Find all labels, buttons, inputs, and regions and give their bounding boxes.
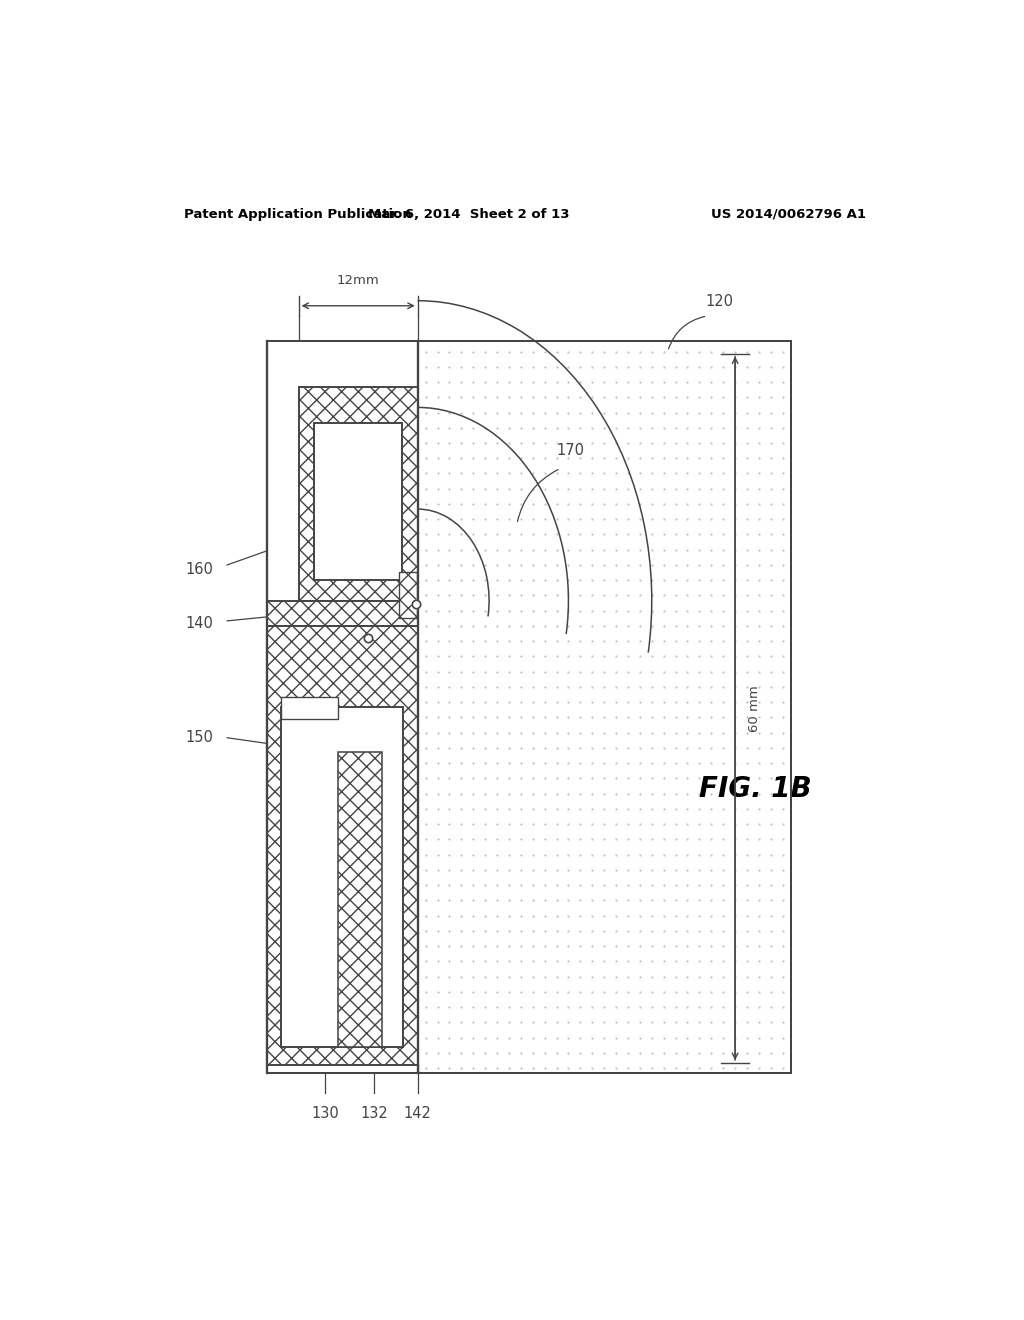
Bar [282,697,338,719]
Text: 130: 130 [311,1106,339,1121]
Text: US 2014/0062796 A1: US 2014/0062796 A1 [711,207,866,220]
Bar [314,422,401,581]
Text: FIG. 1B: FIG. 1B [698,775,811,803]
Text: 132: 132 [360,1106,388,1121]
Bar [267,342,791,1073]
Text: 60 mm: 60 mm [749,685,762,731]
Bar [282,708,403,1047]
Bar [267,601,418,626]
Text: 160: 160 [185,561,214,577]
Text: 120: 120 [706,294,733,309]
Text: Mar. 6, 2014  Sheet 2 of 13: Mar. 6, 2014 Sheet 2 of 13 [369,207,570,220]
Text: 150: 150 [185,730,214,746]
Text: Patent Application Publication: Patent Application Publication [183,207,412,220]
Bar [399,572,417,618]
Text: 170: 170 [557,444,585,458]
Bar [338,752,382,1047]
Text: 140: 140 [185,616,214,631]
Text: D1: D1 [377,585,391,595]
Text: 12mm: 12mm [337,275,380,288]
Bar [299,387,418,601]
Text: 142: 142 [403,1106,431,1121]
Bar [267,342,791,1073]
Bar [267,342,418,1073]
Bar [267,626,418,1065]
